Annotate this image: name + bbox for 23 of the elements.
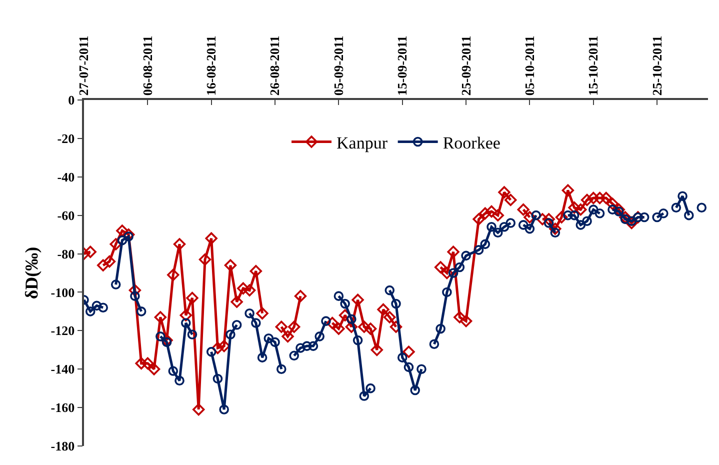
x-tick-label: 27-07-2011 (76, 36, 92, 96)
x-tick-label: 15-10-2011 (586, 36, 601, 96)
legend-label: Kanpur (336, 133, 388, 152)
y-tick-label: -160 (50, 400, 75, 416)
y-tick-label: -100 (50, 284, 75, 300)
y-tick-label: 0 (68, 92, 75, 108)
y-tick-label: -80 (57, 246, 75, 262)
legend-label: Roorkee (442, 133, 500, 152)
x-tick-label: 15-09-2011 (394, 36, 410, 96)
y-tick-label: -60 (57, 208, 75, 223)
y-axis-title: δD(‰) (22, 246, 42, 300)
x-tick-label: 16-08-2011 (204, 36, 219, 96)
x-tick-label: 05-09-2011 (330, 36, 346, 96)
x-tick-label: 05-10-2011 (522, 36, 537, 96)
y-tick-label: -40 (57, 169, 75, 184)
x-tick-label: 26-08-2011 (267, 36, 282, 96)
y-tick-label: -140 (50, 362, 75, 377)
y-tick-label: -120 (50, 323, 75, 338)
x-tick-label: 25-09-2011 (458, 36, 474, 96)
y-tick-label: -20 (57, 130, 75, 146)
y-tick-label: -180 (50, 438, 75, 454)
x-tick-label: 06-08-2011 (140, 36, 155, 96)
x-tick-label: 25-10-2011 (649, 36, 664, 96)
